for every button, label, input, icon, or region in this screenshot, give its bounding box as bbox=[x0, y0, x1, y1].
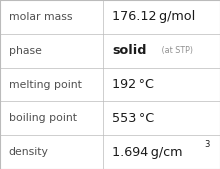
Text: (at STP): (at STP) bbox=[160, 46, 193, 55]
Text: solid: solid bbox=[112, 44, 147, 57]
Text: 176.12 g/mol: 176.12 g/mol bbox=[112, 10, 195, 23]
Text: 553 °C: 553 °C bbox=[112, 112, 154, 125]
Text: molar mass: molar mass bbox=[9, 12, 72, 22]
Text: 1.694 g/cm: 1.694 g/cm bbox=[112, 146, 183, 159]
Text: melting point: melting point bbox=[9, 79, 82, 90]
Text: density: density bbox=[9, 147, 49, 157]
Text: 192 °C: 192 °C bbox=[112, 78, 154, 91]
Text: 3: 3 bbox=[204, 140, 210, 149]
Text: phase: phase bbox=[9, 46, 42, 56]
Text: boiling point: boiling point bbox=[9, 113, 77, 123]
